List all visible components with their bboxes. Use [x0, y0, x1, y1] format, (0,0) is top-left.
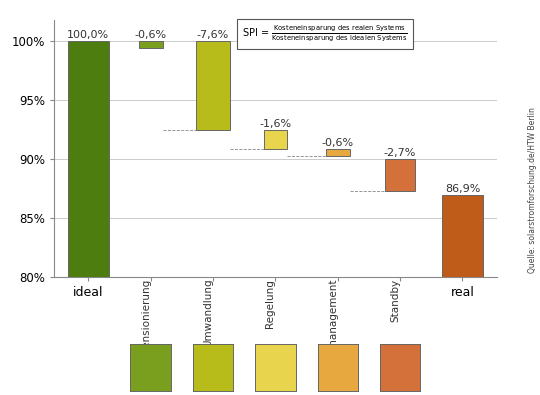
Text: Regelung: Regelung: [265, 279, 275, 328]
Text: 86,9%: 86,9%: [445, 184, 480, 194]
Text: -0,6%: -0,6%: [134, 30, 167, 40]
Bar: [442, 195, 483, 276]
Text: Quelle: solarstromforschung.de/HTW Berlin: Quelle: solarstromforschung.de/HTW Berli…: [528, 107, 537, 273]
Text: SPI = $\frac{\rm Kosteneinsparung\ des\ realen\ Systems}{\rm Kosteneinsparung\ d: SPI = $\frac{\rm Kosteneinsparung\ des\ …: [242, 24, 408, 44]
Bar: [68, 41, 109, 276]
Bar: [196, 41, 230, 130]
Text: -7,6%: -7,6%: [197, 30, 229, 40]
Bar: [385, 159, 415, 190]
Text: -0,6%: -0,6%: [322, 138, 354, 148]
Bar: [326, 149, 349, 156]
Text: Standby: Standby: [390, 279, 400, 322]
Text: Energiemanagement: Energiemanagement: [328, 279, 338, 388]
Text: -2,7%: -2,7%: [384, 148, 416, 158]
Bar: [264, 130, 287, 149]
Bar: [139, 41, 163, 48]
Text: 100,0%: 100,0%: [68, 30, 110, 40]
Text: Umwandlung: Umwandlung: [203, 279, 213, 348]
Text: Dimensionierung: Dimensionierung: [140, 279, 151, 368]
Text: -1,6%: -1,6%: [259, 119, 292, 129]
